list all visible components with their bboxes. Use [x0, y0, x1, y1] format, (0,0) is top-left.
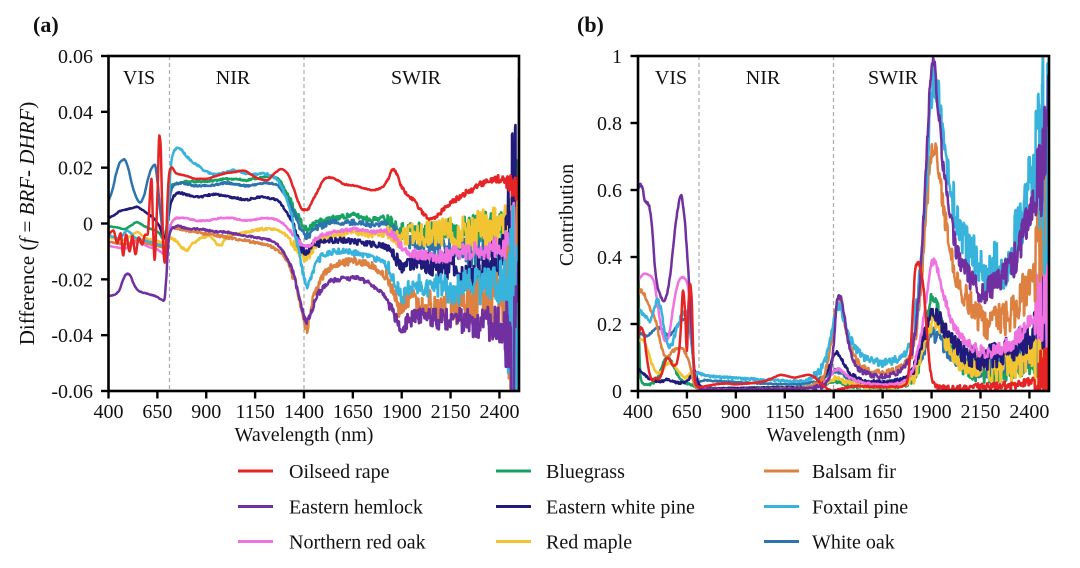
svg-text:650: 650 — [672, 401, 702, 423]
svg-text:1150: 1150 — [235, 401, 274, 423]
svg-text:(b): (b) — [577, 12, 604, 37]
svg-text:Red maple: Red maple — [546, 532, 632, 554]
svg-text:Wavelength (nm): Wavelength (nm) — [767, 424, 906, 446]
svg-text:2400: 2400 — [479, 401, 519, 423]
svg-text:900: 900 — [721, 401, 751, 423]
svg-text:White oak: White oak — [812, 532, 895, 554]
svg-text:(a): (a) — [33, 12, 59, 37]
svg-text:0.2: 0.2 — [597, 314, 622, 336]
svg-text:1900: 1900 — [382, 401, 422, 423]
svg-text:0.04: 0.04 — [58, 102, 93, 124]
svg-text:-0.06: -0.06 — [51, 381, 93, 403]
svg-text:650: 650 — [142, 401, 172, 423]
svg-text:1400: 1400 — [814, 401, 854, 423]
svg-text:400: 400 — [94, 401, 124, 423]
svg-text:1650: 1650 — [863, 401, 903, 423]
svg-text:0: 0 — [612, 381, 622, 403]
svg-text:VIS: VIS — [123, 67, 155, 89]
svg-text:Oilseed rape: Oilseed rape — [289, 461, 390, 483]
svg-text:900: 900 — [191, 401, 221, 423]
svg-text:2150: 2150 — [431, 401, 471, 423]
svg-text:2150: 2150 — [961, 401, 1001, 423]
svg-text:1400: 1400 — [284, 401, 324, 423]
svg-text:Foxtail pine: Foxtail pine — [812, 497, 908, 519]
svg-text:SWIR: SWIR — [391, 67, 442, 89]
svg-text:-0.04: -0.04 — [51, 325, 93, 347]
svg-text:Balsam fir: Balsam fir — [812, 461, 896, 483]
svg-text:Difference (f = BRF- DHRF): Difference (f = BRF- DHRF) — [15, 102, 39, 346]
svg-text:Wavelength (nm): Wavelength (nm) — [235, 424, 374, 446]
svg-text:Northern red oak: Northern red oak — [289, 532, 426, 554]
svg-text:SWIR: SWIR — [868, 67, 919, 89]
svg-text:0.8: 0.8 — [597, 113, 622, 135]
svg-text:-0.02: -0.02 — [51, 269, 93, 291]
svg-text:Eastern hemlock: Eastern hemlock — [289, 497, 423, 519]
svg-text:0.06: 0.06 — [58, 46, 93, 68]
svg-text:400: 400 — [623, 401, 653, 423]
svg-text:Eastern white pine: Eastern white pine — [546, 497, 695, 519]
svg-text:2400: 2400 — [1009, 401, 1049, 423]
svg-text:0: 0 — [83, 214, 93, 236]
svg-text:1650: 1650 — [333, 401, 373, 423]
svg-text:NIR: NIR — [216, 67, 251, 89]
svg-text:NIR: NIR — [746, 67, 781, 89]
svg-text:0.4: 0.4 — [597, 247, 622, 269]
svg-text:1: 1 — [612, 46, 622, 68]
svg-text:VIS: VIS — [655, 67, 687, 89]
svg-text:0.02: 0.02 — [58, 158, 93, 180]
svg-text:Contribution: Contribution — [556, 164, 578, 266]
svg-text:1150: 1150 — [765, 401, 804, 423]
svg-text:0.6: 0.6 — [597, 180, 622, 202]
svg-text:1900: 1900 — [912, 401, 952, 423]
svg-text:Bluegrass: Bluegrass — [546, 461, 625, 483]
